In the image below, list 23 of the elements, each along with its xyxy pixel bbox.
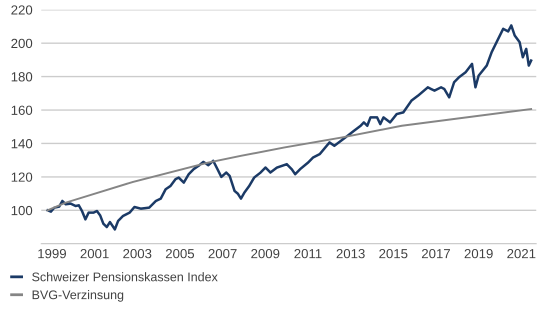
legend-label: BVG-Verzinsung (32, 290, 124, 302)
x-tick-label: 2019 (464, 248, 493, 258)
x-tick-label: 2017 (422, 248, 450, 258)
x-tick-label: 1999 (38, 248, 66, 258)
line-series (46, 108, 532, 212)
x-tick-label: 2021 (507, 248, 536, 258)
x-tick-label: 2011 (294, 248, 322, 258)
y-tick-label: 200 (11, 38, 32, 48)
x-tick-label: 2001 (80, 248, 109, 258)
y-tick-label: 100 (12, 206, 32, 216)
y-tick-label: 160 (12, 106, 32, 115)
x-tick-label: 2013 (336, 248, 365, 258)
x-tick-label: 2007 (208, 248, 237, 258)
legend-label: Schweizer Pensionskassen Index (32, 272, 218, 282)
y-tick-label: 220 (11, 5, 32, 15)
y-tick-label: 140 (12, 139, 32, 148)
x-tick-label: 2015 (379, 248, 408, 258)
x-tick-label: 2005 (166, 248, 194, 258)
x-tick-label: 2003 (123, 248, 152, 258)
x-tick-label: 2009 (251, 248, 280, 258)
y-tick-label: 120 (12, 172, 32, 182)
line-series (46, 24, 532, 231)
y-tick-label: 180 (12, 72, 32, 82)
